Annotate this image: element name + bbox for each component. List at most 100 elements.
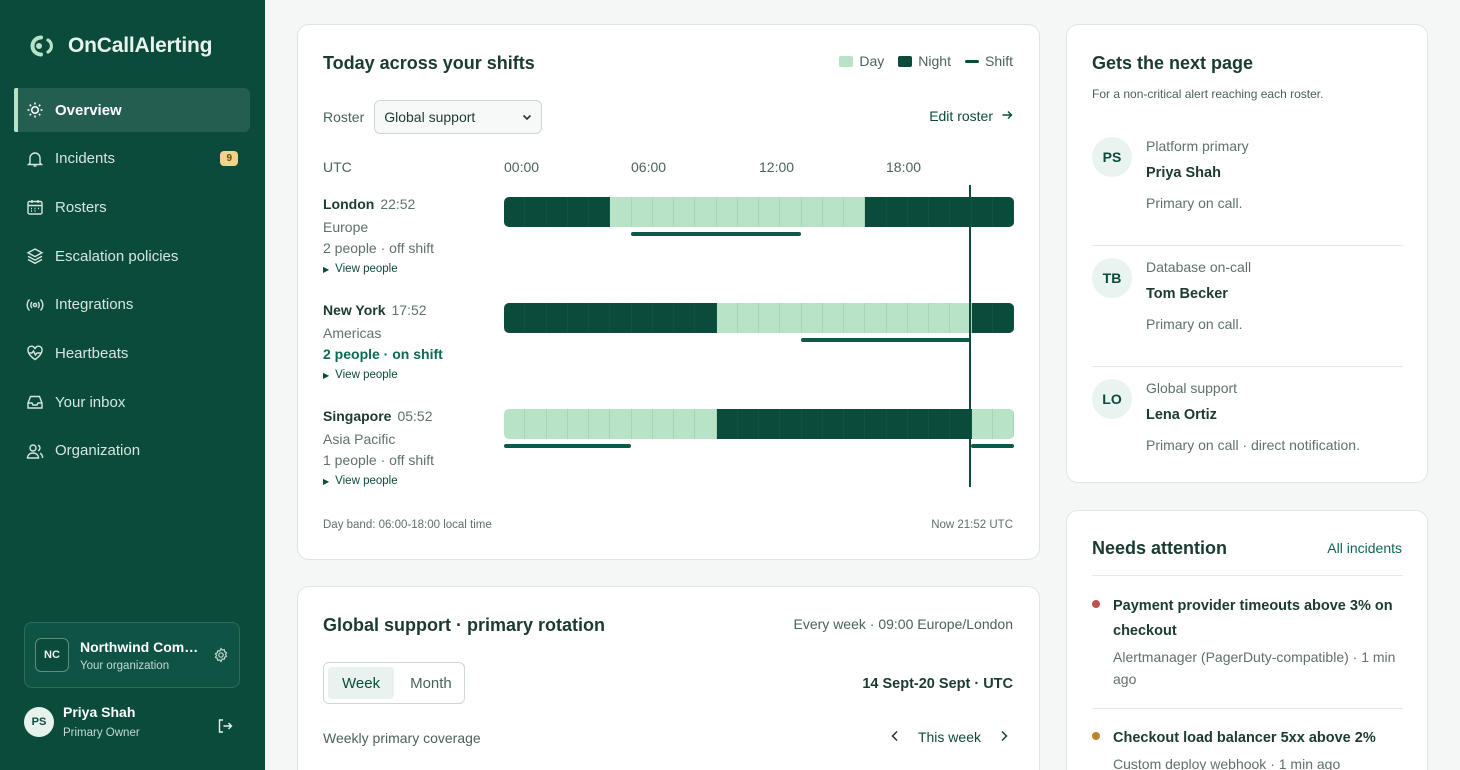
avatar: LO: [1092, 379, 1132, 419]
day-hour-cell: [780, 197, 802, 227]
day-band-note: Day band: 06:00-18:00 local time: [323, 519, 492, 531]
avatar: PS: [24, 706, 54, 737]
divider: [1092, 575, 1403, 576]
tz-people: 1 people · off shift: [323, 452, 435, 468]
tz-region: Europe: [323, 219, 369, 235]
roster-name: Global support: [1146, 380, 1238, 396]
day-hour-cell: [801, 197, 823, 227]
day-hour-cell: [567, 409, 589, 439]
org-text: Northwind Com… Your organization: [80, 639, 213, 672]
view-people-toggle[interactable]: ▶ View people: [323, 263, 434, 275]
chevron-left-icon[interactable]: [890, 729, 900, 745]
layers-icon: [25, 246, 45, 266]
on-call-status: Primary on call.: [1146, 195, 1243, 211]
night-hour-cell: [929, 409, 951, 439]
night-hour-cell: [737, 409, 759, 439]
night-hour-cell: [546, 197, 568, 227]
brand[interactable]: OnCallAlerting: [26, 33, 212, 59]
sidebar-item-escalation-policies[interactable]: Escalation policies: [14, 234, 250, 278]
day-hour-cell: [695, 409, 717, 439]
week-navigation: This week: [890, 729, 1009, 745]
night-hour-cell: [610, 303, 632, 333]
view-people-toggle[interactable]: ▶ View people: [323, 475, 434, 487]
tab-month[interactable]: Month: [410, 674, 452, 692]
day-hour-cell: [504, 409, 526, 439]
day-hour-cell: [716, 197, 738, 227]
night-hour-cell: [674, 303, 696, 333]
day-hour-cell: [844, 197, 866, 227]
on-call-status: Primary on call · direct notification.: [1146, 437, 1360, 453]
incident-item[interactable]: Payment provider timeouts above 3% on ch…: [1092, 594, 1403, 690]
edit-roster-link[interactable]: Edit roster: [929, 108, 1013, 124]
on-call-status: Primary on call.: [1146, 316, 1243, 332]
logout-icon[interactable]: [216, 717, 234, 735]
night-hour-cell: [631, 303, 653, 333]
tz-city: London: [323, 196, 375, 212]
broadcast-icon: [25, 295, 45, 315]
tab-week[interactable]: Week: [328, 667, 395, 699]
sidebar-item-incidents[interactable]: Incidents 9: [14, 137, 250, 181]
night-hour-cell: [780, 409, 802, 439]
sidebar-item-your-inbox[interactable]: Your inbox: [14, 380, 250, 424]
day-hour-cell: [716, 303, 738, 333]
roster-label: Roster: [323, 109, 365, 125]
timezone-singapore: Singapore 05:52 Asia Pacific 1 people · o…: [323, 408, 434, 487]
night-hour-cell: [865, 197, 887, 227]
day-hour-cell: [929, 303, 951, 333]
this-week-button[interactable]: This week: [917, 729, 981, 745]
view-people-label: View people: [335, 263, 398, 275]
night-hour-cell: [589, 197, 611, 227]
on-call-name: Tom Becker: [1146, 286, 1228, 302]
shift-bar: [801, 338, 971, 342]
edit-roster-label: Edit roster: [929, 108, 993, 124]
shift-bar: [971, 444, 1014, 448]
view-people-toggle[interactable]: ▶ View people: [323, 369, 443, 381]
org-avatar: NC: [35, 638, 69, 672]
roster-selected-value: Global support: [384, 109, 476, 125]
view-people-label: View people: [335, 369, 398, 381]
night-hour-cell: [695, 303, 717, 333]
calendar-icon: [25, 197, 45, 217]
rotation-schedule: Every week · 09:00 Europe/London: [793, 616, 1013, 632]
sidebar-item-rosters[interactable]: Rosters: [14, 185, 250, 229]
on-call-entry[interactable]: TB Database on-call Tom Becker Primary o…: [1092, 246, 1403, 367]
night-hour-cell: [844, 409, 866, 439]
tz-region: Asia Pacific: [323, 431, 396, 447]
shifts-title: Today across your shifts: [323, 53, 535, 73]
chevron-right-icon[interactable]: [999, 729, 1009, 745]
sidebar-item-overview[interactable]: Overview: [14, 88, 250, 132]
all-incidents-link[interactable]: All incidents: [1327, 540, 1402, 556]
day-hour-cell: [737, 303, 759, 333]
timeline-track-london: [504, 197, 1014, 227]
incident-item[interactable]: Checkout load balancer 5xx above 2% Cust…: [1092, 726, 1403, 770]
night-hour-cell: [801, 409, 823, 439]
tick-label: 06:00: [631, 159, 667, 175]
night-hour-cell: [504, 303, 526, 333]
sidebar-item-organization[interactable]: Organization: [14, 429, 250, 473]
legend-night: Night: [898, 53, 951, 69]
roster-select[interactable]: Global support: [374, 100, 543, 134]
roster-name: Platform primary: [1146, 138, 1249, 154]
date-range: 14 Sept-20 Sept · UTC: [862, 676, 1013, 692]
timeline-track-new-york: [504, 303, 1014, 333]
shift-bar: [504, 444, 631, 448]
org-switcher[interactable]: NC Northwind Com… Your organization: [24, 622, 240, 688]
day-hour-cell: [844, 303, 866, 333]
day-hour-cell: [674, 197, 696, 227]
legend-day: Day: [839, 53, 884, 69]
next-page-subtitle: For a non-critical alert reaching each r…: [1092, 87, 1324, 101]
sidebar-item-integrations[interactable]: Integrations: [14, 283, 250, 327]
gear-icon[interactable]: [213, 647, 229, 663]
sidebar-item-heartbeats[interactable]: Heartbeats: [14, 331, 250, 375]
on-call-entry[interactable]: PS Platform primary Priya Shah Primary o…: [1092, 125, 1403, 246]
on-call-entry[interactable]: LO Global support Lena Ortiz Primary on …: [1092, 367, 1403, 488]
user-profile[interactable]: PS Priya Shah Primary Owner: [24, 704, 240, 739]
night-hour-cell: [822, 409, 844, 439]
day-hour-cell: [610, 409, 632, 439]
divider: [1092, 708, 1403, 709]
shifts-legend: Day Night Shift: [839, 53, 1013, 69]
legend-shift-label: Shift: [984, 53, 1013, 69]
timeline-track-singapore: [504, 409, 1014, 439]
severity-dot: [1092, 600, 1100, 608]
chevron-down-icon: [522, 109, 532, 125]
